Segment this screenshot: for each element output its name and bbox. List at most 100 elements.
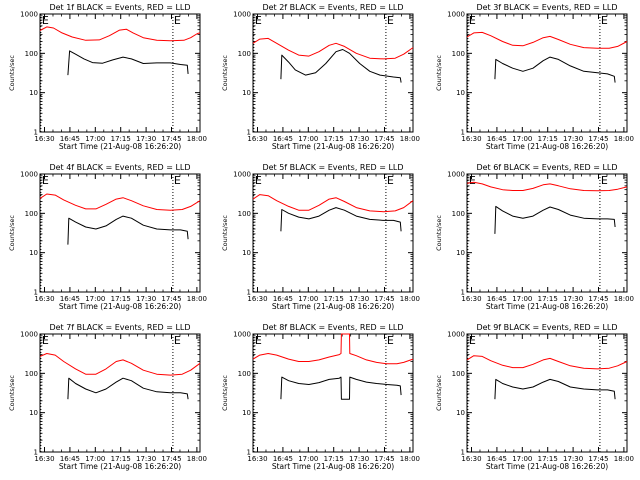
chart-panel: Det 5f BLACK = Events, RED = LLD 1 10 100 10…	[221, 163, 420, 311]
plot-frame	[252, 13, 414, 133]
x-tick-label: 17:30	[136, 135, 156, 143]
series-line-black	[67, 377, 189, 400]
series-line-black	[494, 378, 616, 400]
x-tick-label: 17:15	[538, 455, 558, 463]
x-axis-label: Start Time (21-Aug-08 16:26:20)	[59, 462, 181, 471]
chart-panel: Det 4f BLACK = Events, RED = LLD 1 10 100 10…	[8, 163, 207, 311]
x-tick-label: 17:00	[298, 135, 318, 143]
event-marker-label: E	[255, 14, 262, 27]
x-tick-label: 16:45	[273, 455, 293, 463]
x-tick-label: 16:45	[60, 295, 80, 303]
event-marker-label: E	[469, 334, 476, 347]
event-marker-label: E	[42, 174, 49, 187]
chart-panel: Det 9f BLACK = Events, RED = LLD 1 10 100 10…	[435, 323, 634, 471]
y-tick-label: 1000	[233, 11, 251, 19]
plot-frame	[466, 13, 628, 133]
y-tick-label: 100	[452, 50, 465, 58]
series-line-red	[466, 355, 628, 370]
series-line-black	[494, 56, 616, 83]
y-tick-label: 1	[34, 449, 38, 457]
y-tick-label: 100	[238, 370, 251, 378]
x-tick-label: 17:15	[324, 295, 344, 303]
event-marker-label: E	[42, 14, 49, 27]
x-tick-label: 18:00	[614, 135, 634, 143]
y-tick-label: 1	[461, 129, 465, 137]
y-tick-label: 1000	[20, 171, 38, 179]
x-tick-label: 17:15	[111, 135, 131, 143]
y-tick-label: 100	[238, 50, 251, 58]
x-tick-label: 16:30	[34, 455, 54, 463]
y-axis-label: Counts/sec	[8, 215, 16, 251]
y-tick-label: 1	[247, 129, 251, 137]
y-tick-label: 1000	[447, 331, 465, 339]
event-marker-label: E	[469, 14, 476, 27]
x-tick-label: 16:30	[461, 295, 481, 303]
x-tick-label: 17:30	[563, 135, 583, 143]
x-tick-label: 18:00	[614, 455, 634, 463]
y-tick-label: 100	[25, 370, 38, 378]
y-axis-label: Counts/sec	[221, 375, 229, 411]
x-tick-label: 16:30	[247, 295, 267, 303]
event-marker-label: E	[387, 334, 394, 347]
x-axis-label: Start Time (21-Aug-08 16:26:20)	[59, 302, 181, 311]
chart-panel: Det 1f BLACK = Events, RED = LLD 1 10 100 10…	[8, 3, 207, 151]
x-tick-label: 16:30	[34, 135, 54, 143]
x-tick-label: 17:00	[298, 455, 318, 463]
y-tick-label: 1	[34, 289, 38, 297]
x-tick-label: 16:45	[60, 455, 80, 463]
y-axis-label: Counts/sec	[221, 215, 229, 251]
y-tick-label: 10	[242, 409, 251, 417]
y-axis-label: Counts/sec	[8, 55, 16, 91]
x-tick-label: 17:45	[588, 135, 608, 143]
y-tick-label: 1000	[20, 331, 38, 339]
event-marker-label: E	[174, 14, 181, 27]
x-tick-label: 18:00	[187, 455, 207, 463]
plot-frame	[252, 333, 414, 453]
y-tick-label: 1000	[233, 171, 251, 179]
chart-title: Det 7f BLACK = Events, RED = LLD	[49, 323, 190, 332]
y-tick-label: 1000	[233, 331, 251, 339]
plot-frame	[466, 333, 628, 453]
x-tick-label: 17:15	[111, 295, 131, 303]
chart-title: Det 1f BLACK = Events, RED = LLD	[49, 3, 190, 12]
x-tick-label: 18:00	[400, 295, 420, 303]
x-tick-label: 17:45	[161, 135, 181, 143]
x-tick-label: 16:45	[273, 135, 293, 143]
series-line-red	[252, 333, 414, 365]
x-tick-label: 17:30	[136, 295, 156, 303]
chart-title: Det 2f BLACK = Events, RED = LLD	[262, 3, 403, 12]
event-marker-label: E	[387, 14, 394, 27]
y-tick-label: 100	[452, 370, 465, 378]
x-tick-label: 16:45	[487, 455, 507, 463]
chart-panel: Det 3f BLACK = Events, RED = LLD 1 10 100 10…	[435, 3, 634, 151]
x-tick-label: 17:00	[85, 135, 105, 143]
x-tick-label: 17:30	[349, 135, 369, 143]
y-tick-label: 100	[25, 210, 38, 218]
y-tick-label: 1	[34, 129, 38, 137]
y-tick-label: 1	[247, 289, 251, 297]
plot-frame	[466, 173, 628, 293]
x-tick-label: 18:00	[614, 295, 634, 303]
series-line-black	[280, 49, 402, 83]
y-tick-label: 10	[456, 409, 465, 417]
series-line-black	[494, 205, 616, 234]
y-tick-label: 10	[242, 89, 251, 97]
x-tick-label: 16:45	[60, 135, 80, 143]
y-tick-label: 1	[247, 449, 251, 457]
x-tick-label: 17:15	[324, 455, 344, 463]
chart-panel: Det 8f BLACK = Events, RED = LLD 1 10 100 10…	[221, 323, 420, 471]
x-tick-label: 17:45	[374, 455, 394, 463]
x-axis-label: Start Time (21-Aug-08 16:26:20)	[486, 142, 608, 151]
y-tick-label: 100	[452, 210, 465, 218]
x-tick-label: 17:15	[538, 295, 558, 303]
series-line-red	[39, 353, 201, 376]
x-tick-label: 17:00	[298, 295, 318, 303]
x-axis-label: Start Time (21-Aug-08 16:26:20)	[486, 302, 608, 311]
x-tick-label: 17:45	[161, 295, 181, 303]
series-line-black	[67, 215, 189, 245]
y-tick-label: 10	[29, 89, 38, 97]
x-tick-label: 17:00	[512, 455, 532, 463]
x-tick-label: 17:30	[563, 455, 583, 463]
x-tick-label: 17:30	[563, 295, 583, 303]
x-tick-label: 17:00	[512, 295, 532, 303]
